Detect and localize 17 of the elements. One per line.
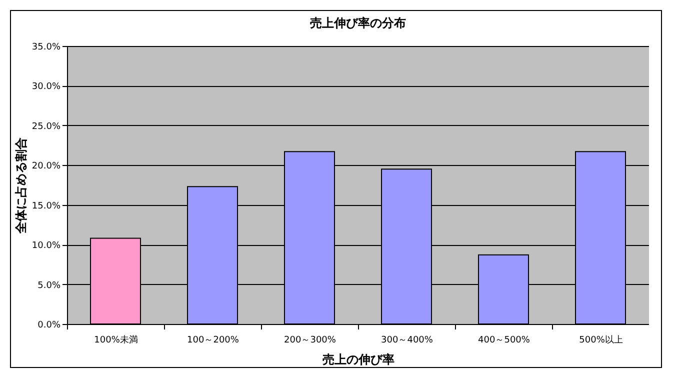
y-tick-label: 30.0%	[32, 82, 61, 92]
x-tick-label: 200～300%	[284, 336, 336, 346]
y-tick-label: 20.0%	[32, 162, 61, 172]
x-tick-label: 300～400%	[381, 336, 434, 346]
x-axis-title: 売上の伸び率	[322, 352, 394, 366]
x-tick-label: 100%未満	[94, 334, 138, 346]
y-tick-label: 15.0%	[32, 201, 61, 212]
x-tick-label: 100～200%	[187, 336, 240, 346]
chart-title: 売上伸び率の分布	[310, 16, 406, 30]
y-tick-label: 10.0%	[32, 241, 61, 252]
y-tick-label: 0.0%	[38, 320, 61, 330]
y-axis-title: 全体に占める割合	[14, 136, 28, 234]
y-tick-label: 25.0%	[32, 122, 61, 132]
y-tick-label: 5.0%	[38, 280, 61, 291]
x-tick-label: 400～500%	[478, 336, 530, 346]
x-tick-label: 500%以上	[579, 334, 623, 346]
y-tick-label: 35.0%	[32, 42, 61, 52]
